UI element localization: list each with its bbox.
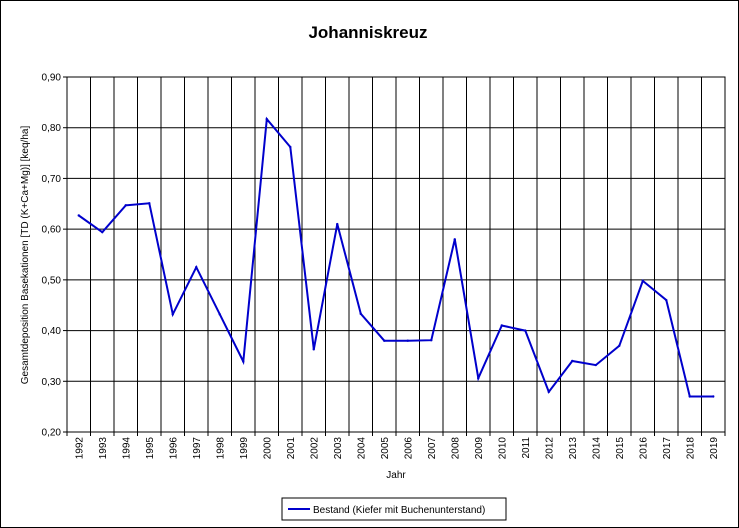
data-point: [195, 265, 198, 269]
data-point: [312, 348, 315, 351]
y-tick-label: 0,20: [42, 428, 62, 439]
x-tick-label: 1995: [145, 437, 156, 460]
data-point: [430, 339, 433, 342]
data-point: [641, 279, 644, 283]
x-tick-label: 2014: [591, 437, 602, 460]
x-tick-label: 2017: [662, 437, 673, 460]
x-tick-label: 1997: [192, 437, 203, 460]
x-tick-label: 2004: [356, 437, 367, 460]
x-tick-label: 2006: [403, 437, 414, 460]
data-point: [406, 339, 409, 342]
data-point: [77, 214, 80, 217]
data-point: [665, 298, 668, 302]
x-tick-label: 1992: [74, 437, 85, 460]
y-axis-label: Gesamtdeposition Basekationen [TD (K+Ca+…: [20, 126, 31, 385]
data-point: [618, 344, 621, 347]
x-tick-label: 2009: [474, 437, 485, 460]
x-tick-label: 2015: [615, 437, 626, 460]
data-point: [524, 329, 527, 332]
x-tick-label: 2019: [709, 437, 720, 460]
y-tick-label: 0,80: [42, 123, 62, 134]
data-point: [101, 230, 104, 234]
x-tick-label: 2002: [309, 437, 320, 460]
data-point: [688, 395, 691, 398]
x-tick-label: 2013: [568, 437, 579, 460]
y-tick-label: 0,30: [42, 377, 62, 388]
series-line: [78, 116, 714, 398]
legend-box: [281, 497, 507, 521]
data-point: [477, 377, 480, 380]
x-tick-label: 1999: [239, 437, 250, 460]
x-tick-label: 2005: [380, 437, 391, 460]
x-tick-label: 2000: [262, 437, 273, 460]
data-point: [500, 324, 503, 327]
data-point: [218, 313, 221, 316]
x-tick-label: 1994: [121, 437, 132, 460]
data-point: [242, 360, 245, 363]
data-point: [594, 363, 597, 367]
data-point: [289, 145, 292, 149]
grid-lines: [67, 76, 725, 433]
x-tick-label: 2008: [450, 437, 461, 460]
chart-title: Johanniskreuz: [308, 23, 427, 42]
x-tick-label: 2011: [521, 437, 532, 459]
x-tick-label: 2007: [427, 437, 438, 460]
x-tick-label: 1998: [215, 437, 226, 460]
legend: Bestand (Kiefer mit Buchenunterstand): [281, 497, 507, 521]
x-tick-label: 2010: [497, 437, 508, 460]
y-axis-ticks: 0,20 0,30 0,40 0,50 0,60 0,70 0,80 0,90: [42, 73, 67, 439]
y-tick-label: 0,70: [42, 174, 62, 185]
data-point: [148, 202, 151, 205]
x-tick-label: 1993: [98, 437, 109, 460]
x-tick-label: 2018: [685, 437, 696, 460]
x-tick-label: 2016: [638, 437, 649, 460]
y-tick-label: 0,90: [42, 73, 62, 84]
x-tick-label: 2012: [544, 437, 555, 460]
data-point: [712, 395, 715, 398]
data-point: [336, 222, 339, 226]
y-tick-label: 0,50: [42, 275, 62, 286]
y-tick-label: 0,60: [42, 225, 62, 236]
data-point: [171, 313, 174, 316]
x-tick-label: 2003: [333, 437, 344, 460]
x-axis-label: Jahr: [386, 470, 406, 481]
data-point: [547, 390, 550, 394]
y-tick-label: 0,40: [42, 326, 62, 337]
series-layer: [77, 116, 715, 398]
data-point: [265, 117, 268, 121]
data-point: [124, 204, 127, 207]
data-point: [383, 339, 386, 342]
x-tick-label: 2001: [286, 437, 297, 460]
x-tick-label: 1996: [168, 437, 179, 460]
data-point: [453, 238, 456, 241]
legend-label: Bestand (Kiefer mit Buchenunterstand): [313, 505, 485, 516]
data-point: [359, 312, 362, 316]
data-point: [571, 359, 574, 363]
x-axis-ticks: 1992 1993 1994 1995 1996 1997 1998 1999 2000 2001…: [66, 432, 726, 460]
